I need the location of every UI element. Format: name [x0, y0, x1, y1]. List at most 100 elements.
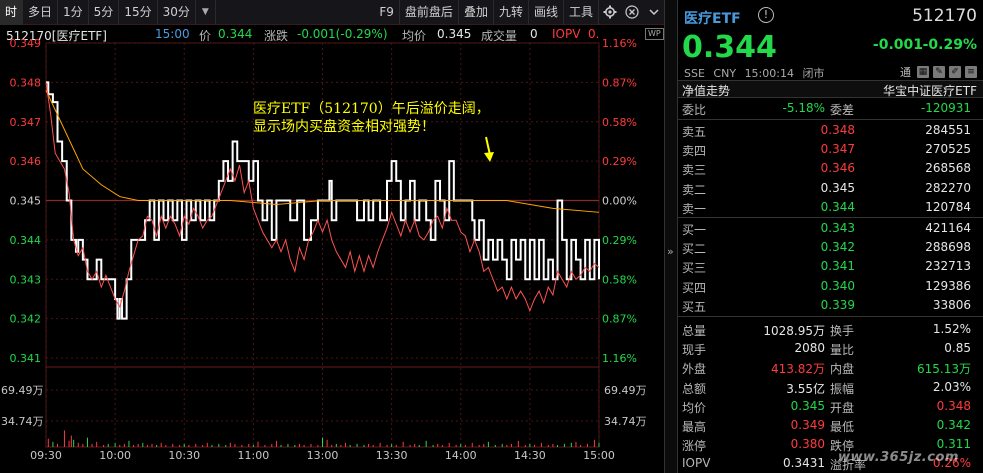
- security-name[interactable]: 医疗ETF: [684, 11, 741, 27]
- weibi-label: 委比: [682, 103, 707, 117]
- collapse-icon[interactable]: [643, 0, 665, 25]
- intraday-chart[interactable]: 0.349 0.348 0.347 0.346 0.345 0.344 0.343 0.342…: [0, 25, 664, 473]
- quote-time: 15:00:14: [744, 67, 794, 80]
- wp-badge[interactable]: WP: [645, 28, 664, 40]
- y-tick-right: 1.16%: [602, 37, 637, 50]
- overlay-button[interactable]: 叠加: [459, 0, 494, 25]
- stat-value: 2.03%: [932, 379, 971, 394]
- ask-label: 卖五: [682, 125, 707, 139]
- nine-turn-button[interactable]: 九转: [494, 0, 529, 25]
- market-status: 闭市: [802, 67, 825, 80]
- stats-row[interactable]: 现手 2080 量比 0.85: [678, 339, 983, 358]
- stats-row[interactable]: 涨停 0.380 跌停 0.311: [678, 435, 983, 454]
- stat-label: 溢折率: [830, 458, 867, 473]
- f9-button[interactable]: F9: [374, 0, 400, 25]
- bid-row[interactable]: 买一 0.343 421164: [678, 219, 983, 238]
- ask-row[interactable]: 卖五 0.348 284551: [678, 121, 983, 140]
- draw-line-button[interactable]: 画线: [529, 0, 564, 25]
- fund-full-name[interactable]: 华宝中证医疗ETF: [883, 84, 977, 98]
- stat-value: 1.52%: [932, 322, 971, 336]
- volume-tick-right: 34.74万: [604, 415, 647, 428]
- market-label: SSE: [684, 67, 705, 80]
- ask-row[interactable]: 卖二 0.345 282270: [678, 179, 983, 198]
- ask-row[interactable]: 卖四 0.347 270525: [678, 140, 983, 159]
- x-tick: 10:00: [99, 449, 131, 462]
- x-tick: 10:30: [168, 449, 200, 462]
- bid-label: 买四: [682, 280, 707, 295]
- tab-30min[interactable]: 30分: [158, 0, 196, 25]
- ask-label: 卖四: [682, 144, 707, 159]
- tab-1min[interactable]: 1分: [58, 0, 89, 25]
- divider: [678, 217, 983, 218]
- volume-bars: [47, 430, 600, 447]
- ask-label: 卖一: [682, 201, 707, 216]
- bid-row[interactable]: 买二 0.342 288698: [678, 238, 983, 257]
- x-tick: 11:00: [238, 449, 270, 462]
- currency-label: CNY: [713, 67, 737, 80]
- nav-trend-link[interactable]: 净值走势: [682, 84, 731, 98]
- ask-row[interactable]: 卖一 0.344 120784: [678, 198, 983, 217]
- y-tick-right: 0.58%: [602, 116, 637, 129]
- stats-row[interactable]: 总额 3.55亿 振幅 2.03%: [678, 378, 983, 397]
- stat-value: 0.311: [936, 437, 971, 452]
- tab-multi-day[interactable]: 多日: [23, 0, 59, 25]
- bid-row[interactable]: 买三 0.341 232713: [678, 257, 983, 276]
- stat-value: 1028.95万: [763, 324, 825, 338]
- ask-label: 卖二: [682, 182, 707, 197]
- stats-row[interactable]: 均价 0.345 开盘 0.348: [678, 397, 983, 416]
- stat-label: 量比: [830, 343, 855, 358]
- period-dropdown-icon[interactable]: ▼: [196, 0, 216, 25]
- stat-value: 0.342: [936, 418, 971, 432]
- y-tick-left: 0.349: [10, 37, 42, 50]
- stat-label: 涨停: [682, 439, 707, 454]
- stats-row[interactable]: 最高 0.349 最低 0.342: [678, 416, 983, 435]
- expand-arrow-icon[interactable]: »: [667, 245, 674, 258]
- stat-label: 最低: [830, 420, 855, 434]
- price-series: [45, 81, 600, 320]
- iopv-line: [45, 82, 600, 313]
- pre-post-market-button[interactable]: 盘前盘后: [400, 0, 459, 25]
- panel-splitter[interactable]: »: [664, 0, 678, 473]
- divider: [678, 119, 983, 120]
- x-tick: 15:00: [583, 449, 615, 462]
- tools-button[interactable]: 工具: [564, 0, 599, 25]
- grid-icon[interactable]: ▦: [917, 66, 929, 78]
- y-tick-right: 0.00%: [602, 195, 637, 208]
- bid-label: 买二: [682, 242, 707, 257]
- x-tick: 09:30: [30, 449, 62, 462]
- chart-info-line: 512170[医疗ETF] 15:00 价 0.344 涨跌 -0.001(-0…: [0, 25, 665, 45]
- stat-label: 均价: [682, 400, 707, 415]
- bid-price: 0.340: [820, 278, 855, 293]
- bid-row[interactable]: 买五 0.339 33806: [678, 296, 983, 315]
- info-icon[interactable]: !: [758, 7, 774, 23]
- tab-15min[interactable]: 15分: [119, 0, 158, 25]
- stats-row[interactable]: 总量 1028.95万 换手 1.52%: [678, 320, 983, 339]
- stat-label: 现手: [682, 343, 707, 358]
- ask-volume: 120784: [925, 199, 971, 214]
- iopv-value: 0.: [588, 27, 600, 41]
- volume-label: 成交量: [481, 29, 518, 43]
- weicha-value: -120931: [920, 101, 971, 115]
- y-tick-left: 0.348: [10, 76, 42, 89]
- y-axis-right: 1.16% 0.87% 0.58% 0.29% 0.00% 0.29% 0.58% 0.87%…: [602, 37, 637, 365]
- iopv-label: IOPV: [552, 27, 581, 41]
- y-tick-left: 0.345: [10, 195, 42, 208]
- divider: [678, 316, 983, 317]
- close-icon[interactable]: [621, 0, 643, 25]
- stats-row[interactable]: IOPV 0.3431 溢折率 0.26%: [678, 454, 983, 473]
- pencil-icon[interactable]: ✐: [949, 66, 961, 78]
- change-label: 涨跌: [264, 29, 289, 43]
- stats-row[interactable]: 外盘 413.82万 内盘 615.13万: [678, 358, 983, 377]
- stat-value: 0.3431: [783, 456, 825, 471]
- bid-row[interactable]: 买四 0.340 129386: [678, 277, 983, 296]
- edit-icon[interactable]: ✎: [933, 66, 945, 78]
- tab-time-share[interactable]: 时: [0, 0, 24, 25]
- stat-label: 振幅: [830, 381, 855, 396]
- tong-label[interactable]: 通: [900, 66, 911, 79]
- gear-icon[interactable]: [599, 0, 621, 25]
- tab-5min[interactable]: 5分: [89, 0, 120, 25]
- x-axis: 09:30 10:00 10:30 11:00 13:00 13:30 14:00 14:30…: [30, 449, 615, 462]
- bid-label: 买五: [682, 299, 707, 314]
- ask-row[interactable]: 卖三 0.346 268568: [678, 159, 983, 178]
- list-icon[interactable]: ≡: [965, 66, 977, 78]
